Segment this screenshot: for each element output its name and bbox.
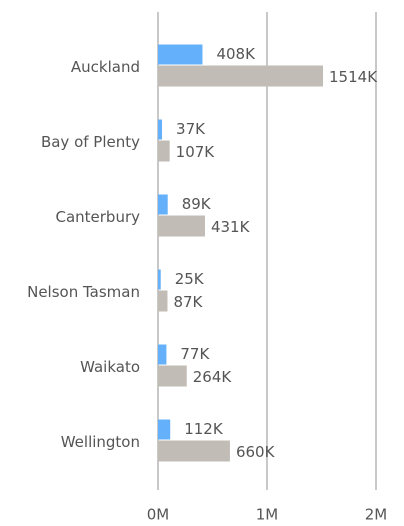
bar: [158, 269, 161, 290]
bar: [158, 440, 230, 462]
x-tick-label: 1M: [256, 506, 279, 524]
x-tick-label: 0M: [147, 506, 170, 524]
data-label: 77K: [180, 345, 210, 363]
data-label: 89K: [182, 195, 212, 213]
x-tick-label: 2M: [365, 506, 388, 524]
data-label: 107K: [176, 143, 216, 161]
y-tick-label: Waikato: [80, 358, 140, 376]
bar: [158, 44, 203, 65]
data-label: 660K: [236, 443, 276, 461]
data-label: 264K: [193, 368, 233, 386]
data-label: 1514K: [329, 68, 378, 86]
data-label: 87K: [173, 293, 203, 311]
y-tick-label: Nelson Tasman: [27, 283, 140, 301]
y-tick-label: Canterbury: [55, 208, 140, 226]
data-label: 112K: [184, 420, 224, 438]
bar: [158, 344, 167, 365]
bar: [158, 290, 168, 312]
bar: [158, 419, 171, 440]
bar: [158, 194, 168, 215]
data-label: 408K: [216, 45, 256, 63]
data-label: 25K: [175, 270, 205, 288]
y-tick-label: Auckland: [71, 58, 140, 76]
y-tick-label: Bay of Plenty: [41, 133, 140, 151]
data-label: 431K: [211, 218, 251, 236]
bar: [158, 140, 170, 162]
bar: [158, 215, 205, 237]
y-tick-label: Wellington: [61, 433, 140, 451]
bar: [158, 365, 187, 387]
data-label: 37K: [176, 120, 206, 138]
bar: [158, 65, 324, 87]
bar: [158, 119, 163, 140]
